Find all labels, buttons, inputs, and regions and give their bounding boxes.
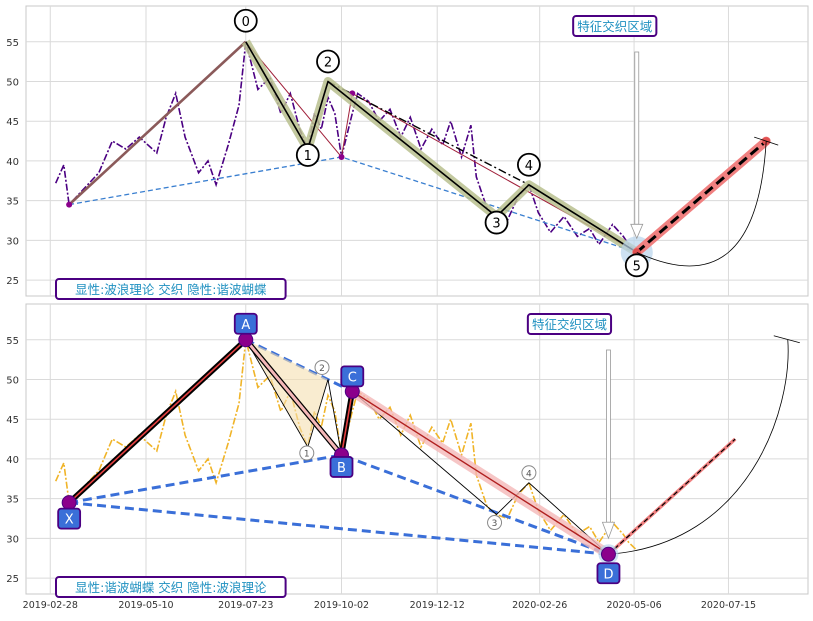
- top-zone-arrow-head: [630, 223, 644, 240]
- top-channel-line: [327, 80, 530, 186]
- top-y-tick-label: 50: [6, 77, 19, 88]
- bottom-xa-inner: [68, 339, 247, 504]
- bottom-harmonic-label: C: [348, 370, 357, 385]
- x-tick-label: 2019-05-10: [118, 600, 173, 611]
- top-label-text: 特征交织区域: [577, 19, 652, 34]
- bottom-harmonic-tag: [340, 365, 365, 388]
- top-y-tick-label: 40: [6, 157, 19, 168]
- top-x-marker: [66, 201, 73, 208]
- top-time-arc: [636, 141, 767, 267]
- bottom-wave-label: 1: [304, 450, 310, 460]
- bottom-y-tick-label: 45: [6, 415, 19, 426]
- x-tick-label: 2019-07-23: [218, 600, 273, 611]
- bottom-harmonic-label: D: [603, 567, 613, 582]
- bottom-xbd-dashed-line: [68, 453, 610, 556]
- bottom-projection-line: [608, 438, 736, 555]
- bottom-wave-label: 4: [526, 469, 532, 479]
- top-y-tick-label: 35: [6, 197, 19, 208]
- x-tick-label: 2020-07-15: [701, 600, 756, 611]
- top-y-tick-label: 55: [6, 38, 19, 49]
- bottom-harmonic-tag: [329, 456, 354, 478]
- top-y-tick-label: 25: [6, 276, 19, 287]
- bottom-harmonic-label: B: [337, 461, 346, 476]
- top-series-group: [54, 39, 779, 269]
- bottom-y-tick-label: 50: [6, 375, 19, 386]
- top-label-border: [55, 278, 287, 300]
- top-wave-line: [245, 41, 638, 253]
- x-tick-label: 2019-02-28: [23, 600, 78, 611]
- top-wave-label: 2: [324, 55, 332, 70]
- top-wave-label: 0: [242, 15, 250, 30]
- bottom-zone-arrow-shaft: [606, 349, 611, 523]
- top-zone-arrow-shaft: [634, 51, 640, 225]
- bottom-wave-label: 2: [319, 364, 325, 374]
- bottom-plot-frame: [25, 303, 809, 595]
- top-arc-tick: [754, 136, 779, 146]
- top-wave-label: 4: [525, 159, 533, 174]
- bottom-harmonic-label: A: [241, 318, 250, 333]
- top-wave-label-circle: [484, 210, 509, 235]
- x-tick-label: 2019-12-12: [410, 600, 465, 611]
- bottom-label-box: 特征交织区域: [526, 313, 613, 335]
- bottom-hidden-wave-line: [245, 339, 342, 456]
- bottom-wave-label-circle: [521, 465, 537, 481]
- x-tick-label: 2020-05-06: [606, 600, 661, 611]
- x-tick-label: 2019-10-02: [314, 600, 369, 611]
- bottom-wave-label-circle: [487, 515, 503, 531]
- bottom-time-arc: [608, 339, 789, 555]
- top-label-box: 显性:波浪理论 交织 隐性:谐波蝴蝶: [55, 278, 287, 300]
- bottom-y-tick-label: 55: [6, 336, 19, 347]
- top-wave-label-circle: [517, 152, 541, 177]
- bottom-zone-arrow-head: [601, 521, 616, 540]
- bottom-y-tick-label: 30: [6, 534, 19, 545]
- bottom-wave-label-circle: [314, 359, 330, 375]
- bottom-arc-tick: [773, 335, 800, 344]
- top-wave-label-circle: [316, 49, 340, 74]
- top-label-text: 显性:波浪理论 交织 隐性:谐波蝴蝶: [75, 282, 267, 297]
- top-y-tick-label: 30: [6, 236, 19, 247]
- bottom-harmonic-label: X: [65, 513, 74, 528]
- top-wave-label: 1: [304, 149, 312, 164]
- bottom-bc-inner: [340, 391, 354, 456]
- bottom-y-tick-label: 25: [6, 574, 19, 585]
- bottom-harmonic-tag: [57, 507, 82, 530]
- top-label-box: 特征交织区域: [572, 15, 658, 37]
- bottom-series-group: [54, 332, 800, 565]
- bottom-xd-dashed-line: [69, 501, 609, 556]
- bottom-label-box: 显性:谐波蝴蝶 交织 隐性:波浪理论: [55, 576, 287, 598]
- top-wave-label-circle: [295, 143, 320, 167]
- top-y-tick-label: 45: [6, 117, 19, 128]
- bottom-wave-label-circle: [299, 445, 315, 461]
- x-tick-label: 2020-02-26: [512, 600, 567, 611]
- top-b-marker: [338, 153, 345, 160]
- bottom-harmonic-marker: [238, 332, 254, 348]
- bottom-cd-line: [351, 390, 609, 555]
- bottom-label-text: 特征交织区域: [532, 317, 607, 332]
- bottom-harmonic-marker: [61, 495, 77, 511]
- top-projection-line: [635, 139, 768, 254]
- top-x-to-0-line: [68, 40, 247, 206]
- top-wave-label-circle: [624, 253, 649, 278]
- top-wave-label: 5: [633, 259, 641, 274]
- bottom-wave-label: 3: [492, 519, 498, 529]
- top-wave-label: 3: [492, 217, 500, 232]
- top-price-line: [54, 41, 638, 253]
- bottom-label-border: [526, 313, 613, 335]
- bottom-label-border: [55, 576, 287, 598]
- bottom-ab-inner: [244, 338, 343, 456]
- bottom-y-tick-label: 35: [6, 495, 19, 506]
- top-label-border: [572, 15, 658, 37]
- bottom-y-tick-label: 40: [6, 455, 19, 466]
- bottom-harmonic-tag: [233, 312, 258, 335]
- top-wave-label-circle: [233, 8, 258, 33]
- bottom-harmonic-tag: [596, 562, 621, 585]
- bottom-label-text: 显性:谐波蝴蝶 交织 隐性:波浪理论: [75, 580, 267, 595]
- bottom-harmonic-marker: [600, 546, 616, 562]
